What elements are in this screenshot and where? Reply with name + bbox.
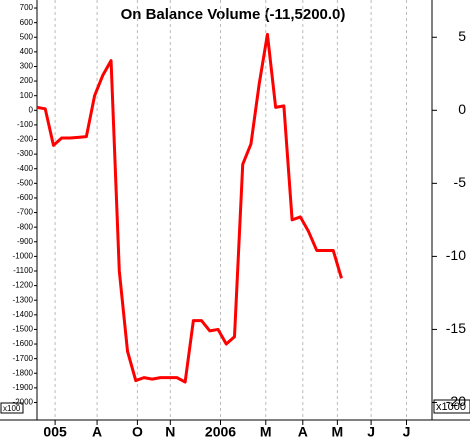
y-tick-label: -100: [17, 120, 34, 129]
y-tick-label: -800: [17, 222, 34, 231]
scale-box: [0, 402, 24, 414]
x-tick-label: J: [367, 424, 375, 440]
x-tick-label: O: [132, 424, 143, 440]
y-tick-label: -1400: [13, 310, 34, 319]
scale-box: [433, 399, 470, 414]
y-tick-label: -300: [17, 149, 34, 158]
x-tick-label: A: [298, 424, 308, 440]
y-tick-label: -700: [17, 208, 34, 217]
y-tick-label: -900: [17, 237, 34, 246]
left-scale-label: x100: [3, 404, 21, 413]
y-tick-label: 600: [20, 18, 34, 27]
y2-tick-label: -5: [454, 174, 467, 190]
y-tick-label: 700: [20, 3, 34, 12]
x-tick-label: N: [165, 424, 175, 440]
y-tick-label: -1600: [13, 339, 34, 348]
right-scale-label: x1000: [436, 401, 466, 413]
y-tick-label: -200: [17, 135, 34, 144]
x-tick-label: M: [260, 424, 272, 440]
y-tick-label: -1000: [13, 251, 34, 260]
y-tick-label: -1500: [13, 325, 34, 334]
line: [36, 32, 343, 384]
y-tick-label: -1300: [13, 295, 34, 304]
y-tick-label: -600: [17, 193, 34, 202]
y2-tick-label: 5: [458, 28, 466, 44]
y2-tick-label: 0: [458, 101, 466, 117]
y-tick-label: 200: [20, 76, 34, 85]
y-tick-label: -1700: [13, 354, 34, 363]
y-tick-label: -1800: [13, 368, 34, 377]
x-tick-label: J: [403, 424, 411, 440]
x-tick-label: M: [332, 424, 344, 440]
y-tick-label: 100: [20, 91, 34, 100]
y-tick-label: 0: [29, 105, 34, 114]
y-tick-label: -1900: [13, 383, 34, 392]
x-tick-label: 2006: [205, 424, 236, 440]
chart-title: On Balance Volume (-11,5200.0): [121, 6, 346, 23]
y-tick-label: 300: [20, 62, 34, 71]
y-tick-label: -500: [17, 178, 34, 187]
y-tick-label: 500: [20, 32, 34, 41]
y2-tick-label: -20: [446, 393, 466, 409]
x-tick-label: 005: [43, 424, 67, 440]
y-tick-label: -1200: [13, 281, 34, 290]
x-tick-label: A: [92, 424, 102, 440]
y-tick-label: -1100: [13, 266, 33, 275]
y-tick-label: 400: [20, 47, 34, 56]
y2-tick-label: -15: [446, 320, 466, 336]
y-tick-label: -2000: [13, 398, 34, 407]
y2-tick-label: -10: [446, 247, 466, 263]
y-tick-label: -400: [17, 164, 34, 173]
